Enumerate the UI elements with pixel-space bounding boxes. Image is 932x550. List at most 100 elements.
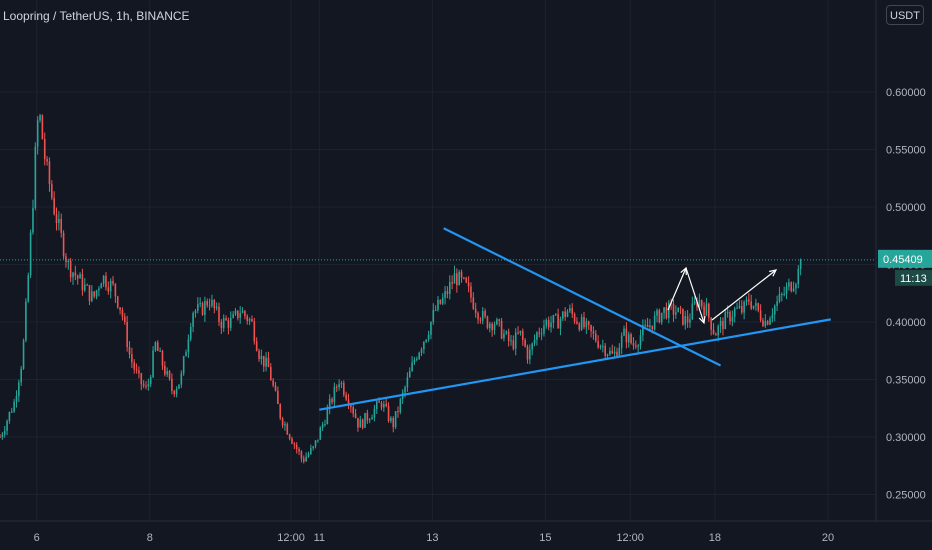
- candle-body: [613, 351, 616, 354]
- candle-body: [724, 312, 727, 330]
- candle-body: [755, 303, 757, 306]
- candle-body: [229, 317, 232, 328]
- time-tick-label: 20: [822, 532, 834, 544]
- candle-body: [39, 115, 41, 121]
- candle-body: [587, 321, 590, 326]
- candle-body: [776, 301, 778, 306]
- candle-body: [748, 299, 750, 302]
- candle-body: [519, 330, 522, 334]
- candle-body: [338, 384, 340, 388]
- candle-body: [660, 312, 663, 323]
- candle-body: [406, 377, 409, 388]
- candle-body: [684, 316, 687, 325]
- candle-body: [267, 357, 270, 368]
- candle-body: [29, 232, 32, 276]
- candle-body: [218, 306, 220, 322]
- candle-body: [220, 321, 223, 329]
- arrow-head[interactable]: [698, 315, 706, 325]
- price-tag-value: 0.45409: [883, 254, 923, 266]
- candle-body: [722, 320, 724, 330]
- candle-body: [731, 316, 734, 322]
- candle-body: [441, 297, 444, 304]
- candle-body: [124, 316, 126, 322]
- candle-body: [164, 365, 166, 375]
- candle-body: [65, 256, 67, 263]
- candle-body: [135, 369, 138, 371]
- candle-body: [609, 350, 611, 355]
- candle-body: [234, 310, 237, 315]
- candle-body: [272, 380, 274, 386]
- candle-body: [279, 403, 282, 419]
- candle-body: [710, 317, 712, 330]
- candle-body: [333, 386, 336, 403]
- countdown-value: 11:13: [900, 273, 927, 285]
- candle-body: [717, 326, 720, 336]
- candle-body: [543, 325, 545, 334]
- currency-button[interactable]: USDT: [886, 5, 924, 25]
- candle-body: [159, 350, 161, 352]
- time-axis[interactable]: 6 8 12:00 11 13 15 12:00 18 20: [34, 532, 834, 544]
- candle-body: [116, 296, 119, 308]
- candle-body: [799, 259, 802, 270]
- candle-body: [514, 332, 517, 349]
- candle-body: [189, 326, 192, 340]
- candle-body: [653, 315, 656, 330]
- candle-body: [232, 314, 234, 318]
- candle-body: [434, 309, 437, 311]
- candle-body: [60, 218, 63, 233]
- candle-body: [265, 357, 267, 367]
- candle-body: [357, 417, 359, 428]
- candle-body: [781, 293, 783, 295]
- candle-body: [460, 271, 463, 278]
- candle-body: [651, 325, 654, 330]
- candle-body: [623, 328, 625, 336]
- candle-body: [20, 368, 22, 383]
- candle-body: [496, 319, 498, 325]
- candle-body: [74, 272, 77, 276]
- candle-body: [752, 305, 755, 309]
- candle-body: [733, 308, 736, 317]
- candle-body: [15, 395, 18, 402]
- candle-body: [649, 325, 651, 328]
- candle-body: [416, 358, 418, 360]
- candle-body: [199, 303, 201, 305]
- arrow-segment[interactable]: [667, 267, 687, 311]
- candle-body: [368, 419, 371, 421]
- candle-body: [696, 301, 698, 307]
- candle-body: [451, 282, 453, 284]
- candle-body: [411, 362, 413, 372]
- arrow-head[interactable]: [769, 269, 778, 277]
- candle-body: [418, 352, 420, 359]
- arrow-segment[interactable]: [711, 269, 777, 321]
- candle-body: [67, 260, 70, 263]
- candle-body: [222, 318, 225, 329]
- candle-body: [618, 347, 621, 357]
- candle-body: [352, 407, 355, 414]
- candle-body: [22, 340, 25, 369]
- candle-body: [639, 335, 642, 346]
- candle-body: [686, 316, 689, 323]
- candle-body: [453, 273, 456, 284]
- candle-body: [538, 332, 541, 334]
- candle-body: [166, 371, 168, 375]
- trendline[interactable]: [443, 227, 722, 367]
- candle-body: [281, 418, 284, 426]
- candle-body: [41, 115, 44, 140]
- drawing-tools[interactable]: [319, 227, 831, 411]
- arrow-segment[interactable]: [685, 267, 705, 324]
- price-axis[interactable]: 0.250000.300000.350000.400000.450000.500…: [886, 87, 926, 502]
- candle-body: [456, 273, 458, 286]
- candle-body: [740, 305, 743, 313]
- candle-body: [602, 345, 604, 347]
- candle-body: [227, 320, 230, 328]
- candle-body: [305, 456, 307, 462]
- candle-body: [656, 310, 658, 316]
- candle-body: [625, 328, 628, 343]
- candle-body: [773, 305, 776, 315]
- trendline[interactable]: [319, 318, 831, 411]
- candle-body: [552, 315, 555, 323]
- candle-body: [76, 275, 79, 279]
- candle-body: [0, 437, 1, 439]
- candle-body: [423, 341, 425, 350]
